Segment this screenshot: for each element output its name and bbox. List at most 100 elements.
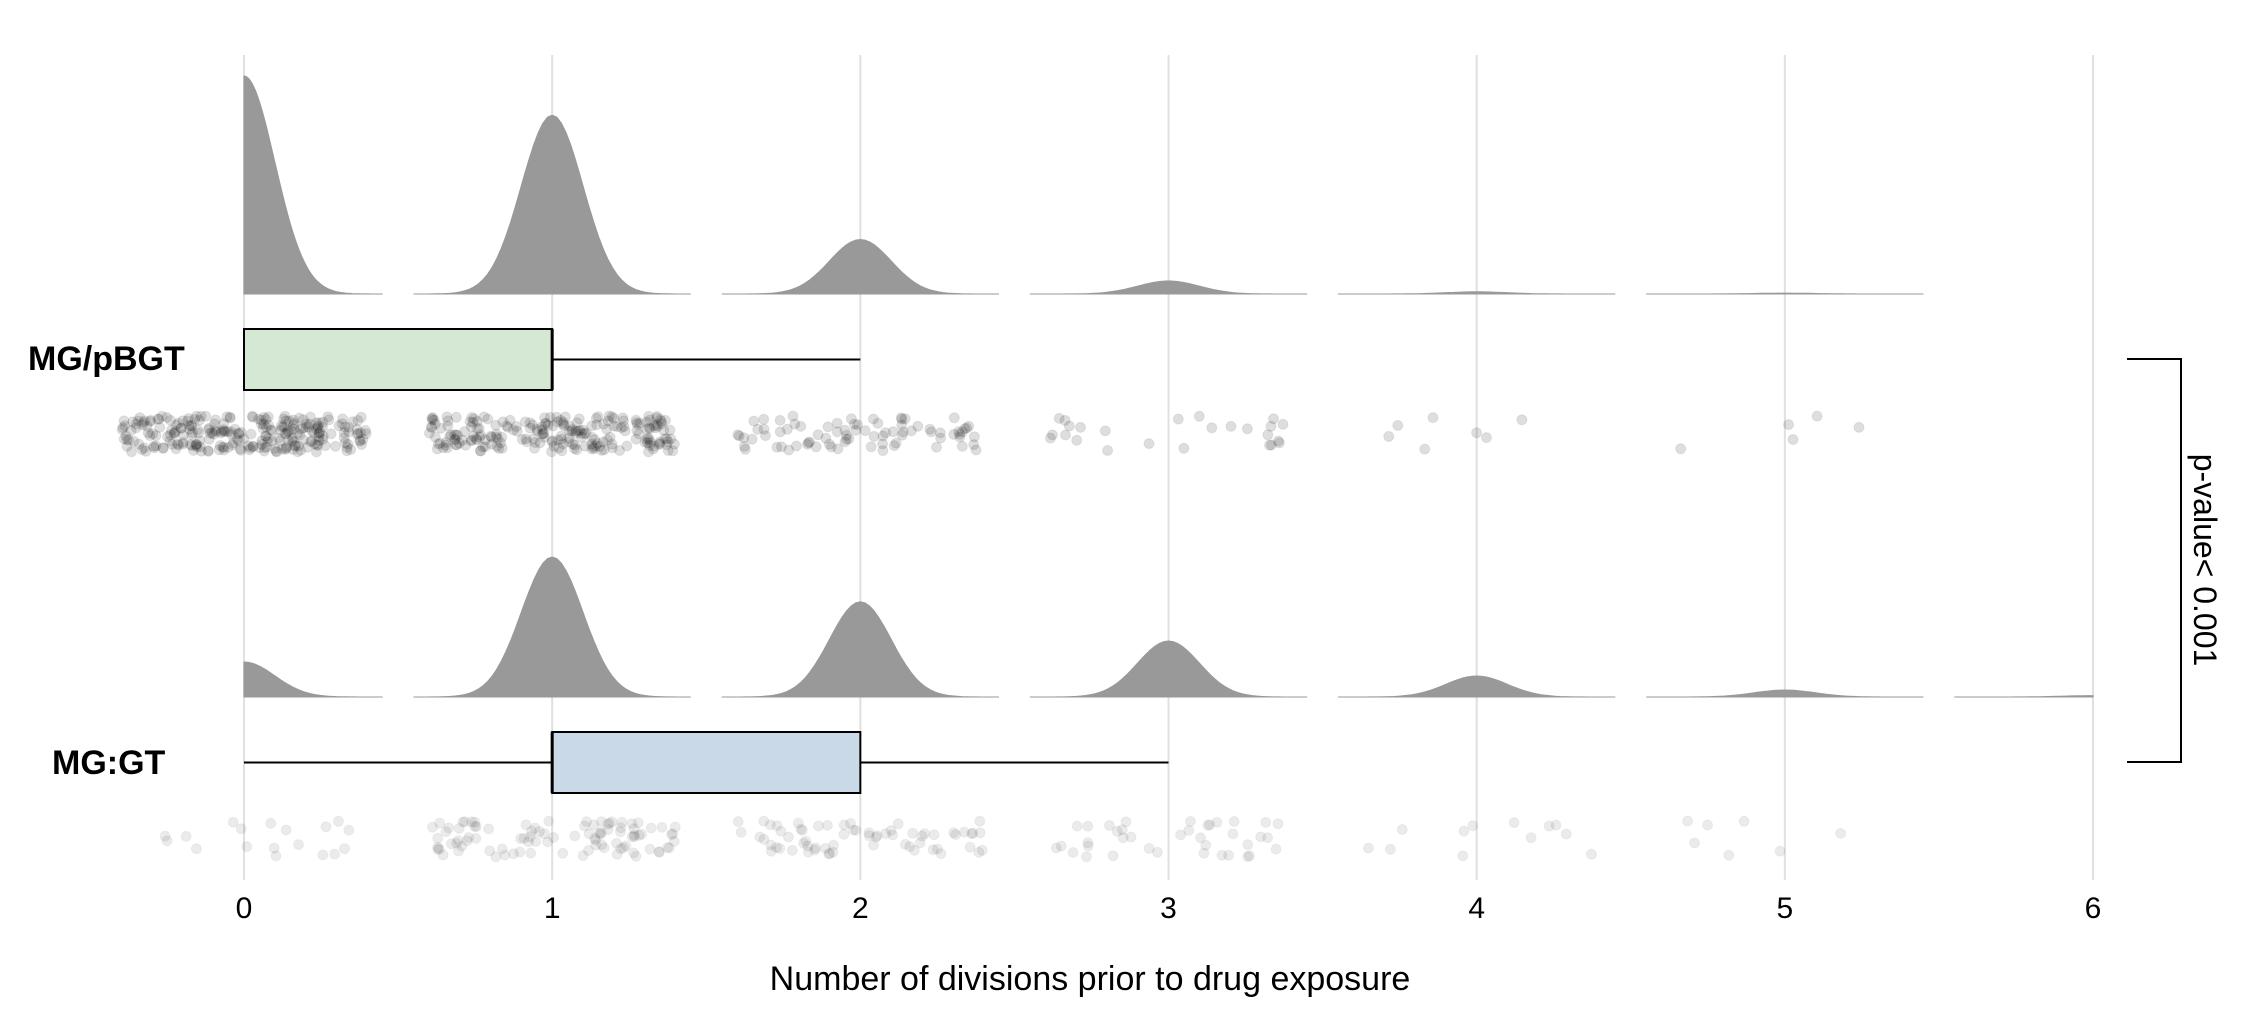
point-mg-pbgt [232,433,243,445]
point-mg-pbgt [256,435,268,447]
point-mg-pbgt [490,419,502,431]
density-mg-gt-4 [1338,675,1616,698]
point-mg-gt [265,817,277,829]
point-mg-gt [469,816,481,828]
point-mg-pbgt [493,443,505,454]
point-mg-pbgt [186,429,198,441]
point-mg-pbgt [738,441,750,452]
point-mg-pbgt [215,427,227,439]
point-mg-pbgt [154,421,166,433]
point-mg-pbgt [564,420,576,432]
point-mg-gt [433,843,445,855]
point-mg-gt [819,842,831,854]
point-mg-pbgt [1392,420,1404,431]
point-mg-pbgt [887,426,899,438]
point-mg-gt [543,815,555,827]
point-mg-pbgt [312,439,324,451]
x-tick-label-2: 2 [852,892,869,925]
point-mg-pbgt [604,431,616,443]
point-mg-gt [1081,851,1092,863]
point-mg-pbgt [1471,427,1483,439]
point-mg-pbgt [330,440,341,452]
point-mg-gt [663,842,675,854]
point-mg-pbgt [177,438,189,450]
point-mg-pbgt [587,441,599,453]
box-mg-pbgt [243,328,554,391]
point-mg-gt [615,843,627,855]
point-mg-pbgt [474,445,486,457]
point-mg-pbgt [313,431,325,443]
point-mg-gt [1227,828,1239,840]
point-mg-gt [450,837,462,849]
point-mg-gt [427,821,438,833]
point-mg-pbgt [839,436,851,448]
point-mg-pbgt [266,435,278,447]
point-mg-pbgt [774,426,786,438]
point-mg-pbgt [309,438,321,450]
point-mg-pbgt [1853,421,1865,433]
point-mg-gt [268,842,280,854]
point-mg-pbgt [868,430,880,442]
point-mg-pbgt [633,428,645,440]
point-mg-pbgt [596,444,607,456]
point-mg-pbgt [183,419,195,431]
point-mg-pbgt [491,440,503,452]
point-mg-gt [636,828,647,840]
point-mg-pbgt [1265,420,1277,432]
point-mg-pbgt [203,445,214,457]
point-mg-gt [227,816,239,828]
point-mg-gt [758,815,770,827]
point-mg-pbgt [141,420,153,432]
point-mg-pbgt [222,441,234,453]
point-mg-pbgt [959,423,971,435]
point-mg-gt [824,847,836,859]
x-tick-label-6: 6 [2085,892,2102,925]
point-mg-pbgt [194,441,206,453]
point-mg-gt [614,826,626,838]
point-mg-gt [904,841,916,853]
point-mg-pbgt [667,445,679,457]
point-mg-gt [579,820,590,832]
point-mg-pbgt [311,439,323,451]
point-mg-gt [732,816,744,828]
point-mg-pbgt [1787,434,1799,445]
point-mg-pbgt [123,434,135,446]
point-mg-pbgt [579,428,590,440]
point-mg-pbgt [287,414,299,426]
point-mg-pbgt [278,421,290,432]
point-mg-pbgt [202,424,214,436]
point-mg-pbgt [552,434,564,446]
density-mg-pbgt-4 [1338,291,1616,295]
point-mg-pbgt [820,432,832,444]
point-mg-pbgt [606,411,618,423]
point-mg-pbgt [233,427,244,439]
point-mg-pbgt [311,423,322,435]
point-mg-pbgt [527,419,539,431]
point-mg-pbgt [931,441,942,453]
point-mg-pbgt [548,440,560,452]
point-mg-pbgt [313,427,325,439]
point-mg-gt [595,816,607,828]
point-mg-pbgt [288,423,300,435]
point-mg-pbgt [738,432,750,444]
point-mg-pbgt [234,443,246,455]
point-mg-gt [976,844,988,856]
point-mg-gt [484,845,496,857]
point-mg-gt [548,832,559,843]
point-mg-pbgt [475,429,487,441]
point-mg-pbgt [206,427,218,439]
point-mg-pbgt [632,418,643,430]
point-mg-pbgt [142,427,154,439]
point-mg-gt [317,849,329,861]
point-mg-gt [280,824,292,836]
point-mg-gt [786,844,798,856]
point-mg-pbgt [1099,425,1111,437]
x-axis-title: Number of divisions prior to drug exposu… [770,960,1411,998]
point-mg-pbgt [294,429,306,441]
point-mg-gt [948,827,960,839]
point-mg-pbgt [235,444,247,456]
point-mg-pbgt [831,426,843,438]
point-mg-gt [590,834,602,846]
point-mg-pbgt [538,427,550,439]
point-mg-pbgt [311,417,322,429]
